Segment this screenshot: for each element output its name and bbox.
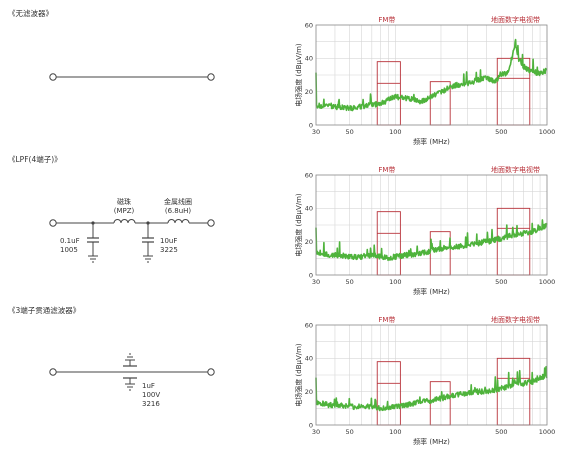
y-tick-label: 0: [309, 271, 313, 279]
x-tick-label: 1000: [539, 428, 556, 436]
x-tick-label: 30: [312, 278, 320, 286]
feedthrough-cap-voltage: 100V: [142, 391, 160, 399]
band-label: 地面数字电视带: [491, 315, 540, 324]
cap1-size: 1005: [60, 246, 78, 254]
feedthrough-cap-size: 3216: [142, 400, 160, 408]
x-tick-label: 30: [312, 128, 320, 136]
y-tick-label: 0: [309, 121, 313, 129]
section-title-2: 《LPF(4端子)》: [8, 154, 62, 164]
band-label: FM带: [378, 166, 395, 174]
series-line: [315, 365, 548, 412]
x-tick-label: 1000: [539, 128, 556, 136]
series-line: [315, 38, 548, 112]
band-label: 地面数字电视带: [491, 15, 540, 24]
circuit-lpf: 《LPF(4端子)》 磁珠 (MPZ) 金属线圈 (6.8uH) 0.1uF 1…: [8, 154, 215, 263]
terminal-in: [49, 368, 57, 376]
coil-label: 金属线圈: [164, 197, 192, 206]
x-axis-label: 频率 (MHz): [413, 287, 450, 296]
y-tick-label: 20: [305, 238, 313, 246]
circuit-feedthrough: 《3端子贯通滤波器》 1uF 100V 3216: [8, 305, 215, 408]
terminal-out: [207, 73, 215, 81]
terminal-out: [207, 368, 215, 376]
x-tick-label: 500: [495, 128, 507, 136]
limit-box: [429, 231, 451, 276]
chart-feedthrough: 30 50 100 500 1000 0 20 40 60 频率 (MHz) 电场强度 (dBμV/…: [294, 315, 555, 446]
series-line: [315, 219, 548, 262]
x-tick-label: 30: [312, 428, 320, 436]
y-axis-label: 电场强度 (dBμV/m): [294, 193, 303, 257]
cap1-value: 0.1uF: [60, 237, 80, 245]
x-axis-label: 频率 (MHz): [413, 137, 450, 146]
x-tick-label: 50: [346, 128, 354, 136]
chart-no-filter: 30 50 100 500 1000 0 20 40 60 频率 (MHz) 电场强度 (dBμV/…: [294, 15, 555, 146]
terminal-in: [49, 219, 57, 227]
plot-frame: [315, 324, 548, 426]
y-axis-label: 电场强度 (dBμV/m): [294, 343, 303, 407]
feedthrough-cap-value: 1uF: [142, 382, 155, 390]
y-tick-label: 60: [305, 21, 313, 29]
y-axis-label: 电场强度 (dBμV/m): [294, 43, 303, 107]
limit-box: [429, 381, 451, 426]
y-tick-label: 20: [305, 88, 313, 96]
plot-frame: [315, 174, 548, 276]
y-tick-label: 40: [305, 355, 313, 363]
y-tick-label: 0: [309, 421, 313, 429]
x-axis-label: 频率 (MHz): [413, 437, 450, 446]
x-tick-label: 500: [495, 428, 507, 436]
terminal-in: [49, 73, 57, 81]
plot-frame: [315, 24, 548, 126]
bead-label: 磁珠: [117, 197, 131, 206]
y-tick-label: 40: [305, 205, 313, 213]
circuit-none: 《无滤波器》: [8, 8, 215, 81]
band-label: FM带: [378, 16, 395, 24]
x-tick-label: 100: [389, 128, 401, 136]
band-label: 地面数字电视带: [491, 165, 540, 174]
y-tick-label: 60: [305, 321, 313, 329]
y-tick-label: 60: [305, 171, 313, 179]
x-tick-label: 100: [389, 278, 401, 286]
chart-lpf: 30 50 100 500 1000 0 20 40 60 频率 (MHz) 电场强度 (dBμV/…: [294, 165, 555, 296]
section-title-3: 《3端子贯通滤波器》: [8, 305, 80, 315]
y-tick-label: 20: [305, 388, 313, 396]
x-tick-label: 50: [346, 278, 354, 286]
bead-spec: (MPZ): [114, 207, 135, 215]
cap2-size: 3225: [160, 246, 178, 254]
terminal-out: [207, 219, 215, 227]
section-title-1: 《无滤波器》: [8, 8, 53, 18]
cap2-value: 10uF: [160, 237, 177, 245]
coil-spec: (6.8uH): [165, 207, 192, 215]
bead-symbol: [113, 219, 136, 224]
x-tick-label: 500: [495, 278, 507, 286]
coil-symbol: [167, 219, 190, 224]
x-tick-label: 50: [346, 428, 354, 436]
y-tick-label: 40: [305, 55, 313, 63]
band-label: FM带: [378, 316, 395, 324]
x-tick-label: 1000: [539, 278, 556, 286]
x-tick-label: 100: [389, 428, 401, 436]
